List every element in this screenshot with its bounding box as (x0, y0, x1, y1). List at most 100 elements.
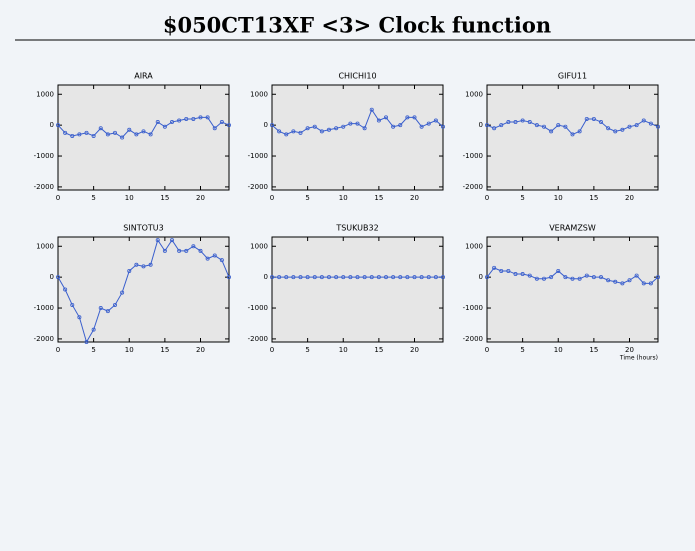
data-point (191, 244, 196, 249)
y-tick-label: -1000 (34, 304, 54, 312)
data-point (177, 118, 182, 123)
data-point (312, 275, 317, 280)
plot-area (271, 236, 444, 343)
data-point (70, 302, 75, 307)
data-point (613, 279, 618, 284)
data-point (148, 262, 153, 267)
x-tick-label: 0 (270, 194, 274, 202)
data-point (549, 129, 554, 134)
data-point (383, 275, 388, 280)
data-point (105, 309, 110, 314)
data-point (284, 275, 289, 280)
y-tick-label: -1000 (34, 152, 54, 160)
data-point (506, 120, 511, 125)
data-point (319, 275, 324, 280)
data-point (606, 278, 611, 283)
data-point (556, 123, 561, 128)
data-point (305, 126, 310, 131)
plot-area (57, 236, 230, 343)
data-point (269, 123, 274, 128)
data-point (334, 126, 339, 131)
page-title: $050CT13XF <3> Clock function (163, 13, 551, 38)
y-tick-label: -2000 (248, 183, 268, 191)
chart-title: CHICHI10 (338, 72, 376, 81)
y-tick-label: 1000 (36, 90, 54, 98)
data-point (513, 120, 518, 125)
chart-title: SINTOTU3 (123, 224, 163, 233)
x-tick-label: 0 (56, 194, 60, 202)
data-point (599, 275, 604, 280)
data-point (570, 132, 575, 137)
data-point (542, 276, 547, 281)
data-point (634, 273, 639, 278)
data-point (56, 123, 61, 128)
data-point (627, 124, 632, 129)
data-point (433, 275, 438, 280)
data-point (577, 129, 582, 134)
data-point (627, 278, 632, 283)
data-point (84, 130, 89, 135)
data-point (426, 275, 431, 280)
x-tick-label: 5 (91, 346, 95, 354)
y-tick-label: 1000 (250, 242, 268, 250)
y-tick-label: 0 (479, 121, 483, 129)
x-tick-label: 20 (625, 346, 634, 354)
data-point (113, 302, 118, 307)
y-tick-label: -1000 (463, 304, 483, 312)
x-axis-label: Time (hours) (619, 355, 658, 362)
data-point (184, 116, 189, 121)
plot-area (271, 84, 444, 191)
data-point (440, 275, 445, 280)
chart-title: AIRA (134, 72, 153, 81)
y-tick-label: 1000 (465, 90, 483, 98)
data-point (563, 124, 568, 129)
x-tick-label: 20 (410, 346, 419, 354)
data-point (212, 253, 217, 258)
data-point (641, 118, 646, 123)
x-tick-label: 20 (196, 346, 205, 354)
data-point (369, 275, 374, 280)
x-tick-label: 15 (374, 194, 383, 202)
x-tick-label: 20 (196, 194, 205, 202)
data-point (405, 275, 410, 280)
x-tick-label: 10 (554, 194, 563, 202)
data-point (369, 107, 374, 112)
data-point (141, 129, 146, 134)
data-point (398, 123, 403, 128)
y-tick-label: -1000 (248, 152, 268, 160)
data-point (155, 120, 160, 125)
data-point (291, 275, 296, 280)
plot-area (486, 236, 659, 343)
data-point (591, 275, 596, 280)
data-point (419, 275, 424, 280)
data-point (613, 129, 618, 134)
x-tick-label: 15 (160, 194, 169, 202)
data-point (277, 129, 282, 134)
x-tick-label: 15 (589, 194, 598, 202)
x-tick-label: 15 (160, 346, 169, 354)
data-point (334, 275, 339, 280)
data-point (184, 248, 189, 253)
data-point (212, 126, 217, 131)
data-point (91, 327, 96, 332)
data-point (599, 120, 604, 125)
data-point (355, 275, 360, 280)
data-point (177, 248, 182, 253)
data-point (191, 116, 196, 121)
data-point (219, 258, 224, 263)
x-tick-label: 5 (305, 346, 309, 354)
data-point (577, 276, 582, 281)
data-point (162, 124, 167, 129)
data-point (527, 120, 532, 125)
data-point (298, 275, 303, 280)
series-line (271, 108, 444, 135)
data-point (362, 275, 367, 280)
data-point (120, 290, 125, 295)
data-point (169, 238, 174, 243)
data-point (341, 124, 346, 129)
data-point (656, 124, 661, 129)
data-point (70, 133, 75, 138)
data-point (127, 127, 132, 132)
y-tick-label: -1000 (463, 152, 483, 160)
